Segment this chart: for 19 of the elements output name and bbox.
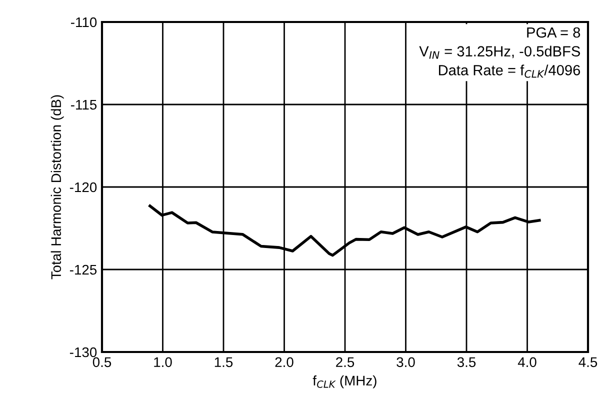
y-tick-label: -110	[70, 17, 97, 28]
y-tick-label: -120	[70, 182, 97, 192]
y-tick-label: -115	[70, 100, 97, 110]
x-tick-label: 2.0	[275, 357, 294, 368]
x-tick-label: 3.5	[457, 357, 476, 368]
annotation: V$_{IN}$ = 31.25Hz, -0.5dBFS	[419, 46, 580, 59]
x-tick-label: 3.0	[396, 357, 415, 368]
x-tick-label: 1.0	[154, 357, 172, 368]
y-tick-label: -130	[70, 347, 97, 358]
x-tick-label: 0.5	[92, 357, 112, 368]
annotation: Data Rate = f$_{CLK}$/4096	[438, 64, 580, 78]
x-tick-label: 4.5	[578, 357, 598, 368]
annotation: PGA = 8	[527, 27, 580, 38]
y-axis-title: Total Harmonic Distortion (dB)	[50, 95, 64, 280]
y-tick-label: -125	[70, 264, 97, 275]
x-tick-label: 4.0	[518, 357, 536, 368]
x-tick-label: 2.5	[336, 357, 354, 368]
x-tick-label: 1.5	[214, 357, 233, 368]
x-axis-title: f$_{CLK}$ (MHz)	[312, 375, 376, 388]
